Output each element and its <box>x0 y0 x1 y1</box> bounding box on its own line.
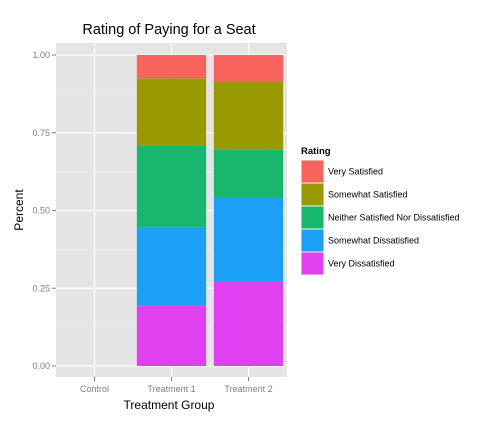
bar-segment <box>213 55 284 82</box>
bar-segment <box>213 81 284 150</box>
x-tick-label: Treatment 2 <box>224 384 272 394</box>
legend-label: Somewhat Dissatisfied <box>328 236 419 246</box>
legend-label: Somewhat Satisfied <box>328 190 408 200</box>
x-axis: Control Treatment 1 Treatment 2 <box>80 377 273 394</box>
legend-swatch <box>301 252 324 275</box>
x-tick-label: Control <box>80 384 109 394</box>
y-tick-label: 0.75 <box>32 128 50 138</box>
y-axis-title: Percent <box>12 189 26 231</box>
bar-segment <box>136 227 207 306</box>
bar-segment <box>136 145 207 228</box>
bar-segment <box>136 78 207 146</box>
y-tick-label: 0.00 <box>32 361 50 371</box>
y-tick-label: 1.00 <box>32 50 50 60</box>
bar-segment <box>136 55 207 79</box>
legend-title: Rating <box>301 146 331 157</box>
bar-segment <box>213 198 284 283</box>
legend-swatch <box>301 229 324 252</box>
bar-segment <box>213 149 284 199</box>
x-axis-title: Treatment Group <box>124 398 215 412</box>
y-tick-label: 0.50 <box>32 206 50 216</box>
legend-swatch <box>301 160 324 183</box>
y-axis: 0.00 0.25 0.50 0.75 1.00 <box>32 50 56 371</box>
chart-title: Rating of Paying for a Seat <box>82 22 255 38</box>
legend-label: Neither Satisfied Nor Dissatisfied <box>328 213 460 223</box>
bars <box>136 55 284 366</box>
legend-label: Very Dissatisfied <box>328 259 395 269</box>
y-tick-label: 0.25 <box>32 283 50 293</box>
legend-swatch <box>301 206 324 229</box>
legend: Rating Very Satisfied Somewhat Satisfied N… <box>301 146 460 275</box>
legend-label: Very Satisfied <box>328 167 383 177</box>
bar-segment <box>213 282 284 366</box>
bar-segment <box>136 305 207 366</box>
legend-swatch <box>301 183 324 206</box>
x-tick-label: Treatment 1 <box>147 384 195 394</box>
